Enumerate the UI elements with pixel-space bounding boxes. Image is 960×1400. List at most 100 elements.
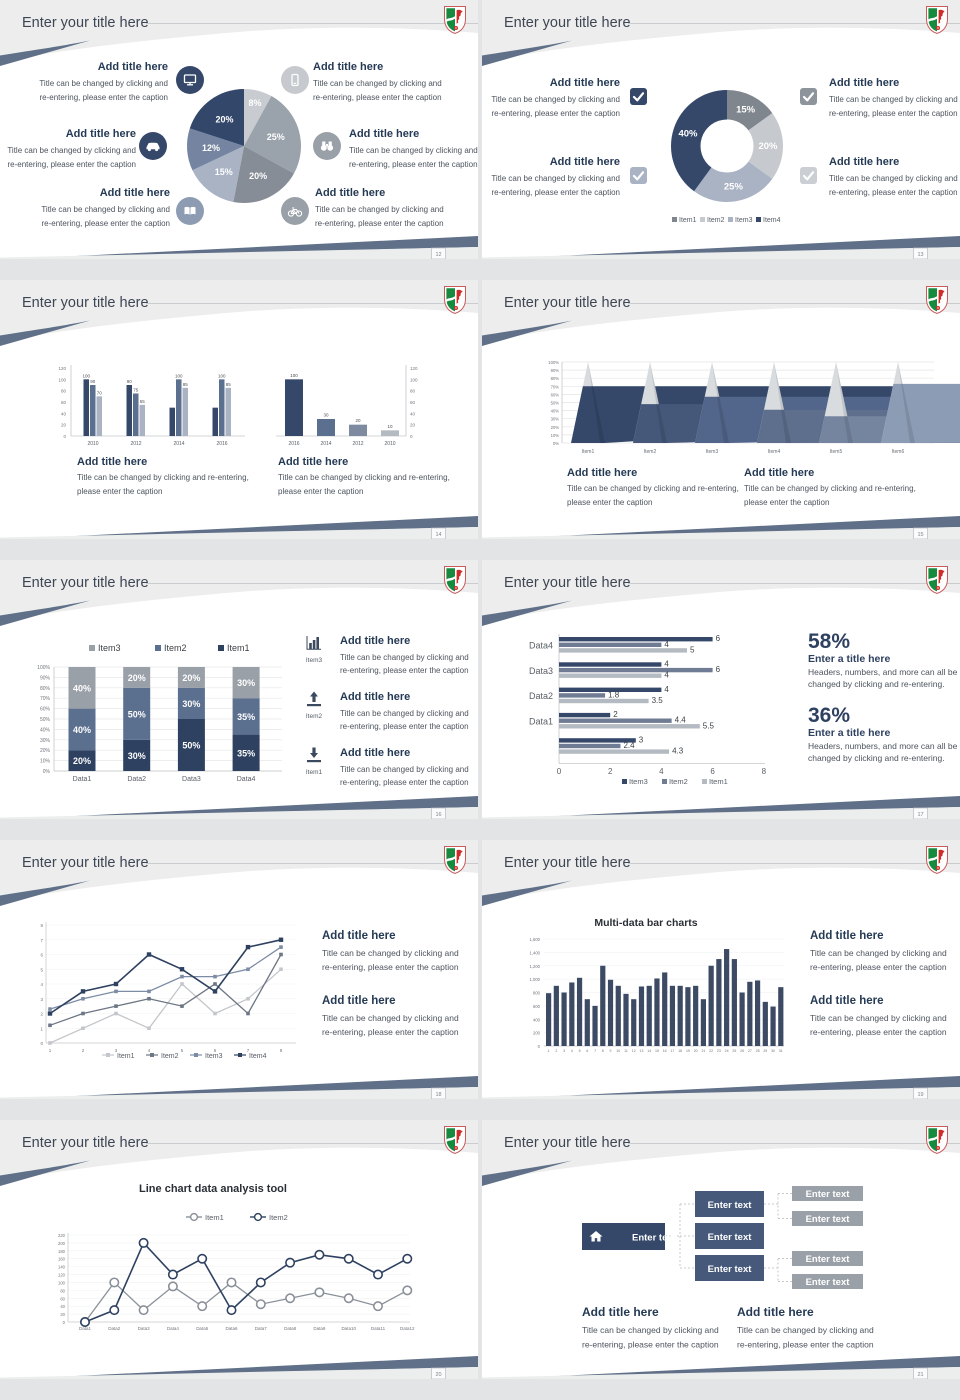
bar-value-label: 4.3 [672,747,684,756]
x-category: Item6 [892,449,905,455]
header-curve [0,560,478,623]
bar [607,979,614,1046]
data-marker [213,982,217,986]
donut-segment-label: 40% [678,128,698,139]
shape [310,691,318,702]
callout-caption-line2: re-entering, please enter the caption [313,93,442,102]
flow-leaf-label: Enter text [806,1254,851,1265]
left-accent-band [482,880,572,906]
bar [219,379,225,436]
data-marker [180,974,184,979]
callout-caption-line2: re-entering, please enter the caption [582,1340,719,1350]
slide-line-chart-2[interactable]: Enter your title here 20 Line chart data a… [0,1120,478,1379]
bar [708,965,714,1046]
donut-segment [727,90,773,131]
slide-line-chart-4[interactable]: Enter your title here 18 0 1 2 3 4 5 6 7 8 1 2 3 4 5 6 7 8… [0,840,478,1099]
line-chart-4-series: 0 1 2 3 4 5 6 7 8 1 2 3 4 5 6 7 8 [40,922,296,1053]
y-tick: 80 [410,389,416,394]
slide-title: Enter your title here [22,15,149,31]
slide-horizontal-bar[interactable]: Enter your title here 17 6 4 5 Data4 4 6 4 Data3 4… [482,560,960,819]
bar [546,993,552,1046]
y-tick: 0% [553,441,559,446]
x-tick: 4 [148,1048,151,1053]
data-marker [114,989,118,994]
data-marker [279,952,283,957]
callout-title: Add title here [100,187,170,199]
legend-swatch [728,217,733,222]
crest-wavy-line [928,1136,937,1142]
legend-label: Item2 [164,643,187,653]
shape [802,171,815,181]
shape [792,1211,863,1226]
shape [316,637,319,649]
bar-value-label: 3.5 [652,696,664,705]
bar [126,385,132,436]
callout-caption-line1: Title can be changed by clicking and [340,653,469,662]
line-series [49,939,282,1015]
legend-marker [189,1212,199,1222]
slide-org-flow[interactable]: Enter your title here 21 Enter text Enter t… [482,1120,960,1379]
y-tick: 40 [410,411,416,416]
y-tick: 0 [538,1044,541,1049]
bottom-gray-sliver [482,247,960,259]
bottom-accent-band [36,236,478,258]
shape [147,148,151,152]
y-tick: 60 [410,400,416,405]
shape [632,171,645,181]
data-marker [114,1004,118,1008]
bar [176,379,182,436]
callout-caption-line2: please enter the caption [744,498,829,507]
shape [630,88,647,105]
stack-segment [177,687,205,719]
x-tick: 24 [725,1049,729,1053]
flow-leaf-box: Enter text [792,1186,863,1201]
bottom-gray-sliver [0,527,478,539]
x-category: 2014 [320,441,331,447]
data-marker [179,967,185,972]
data-marker [246,996,250,1001]
bottom-accent-band [518,516,960,538]
x-tick: 3 [115,1048,118,1053]
bar [139,404,145,436]
shape [312,640,316,649]
crest-horse-figure [938,9,945,24]
bar [569,982,575,1046]
y-tick: 8 [40,923,43,928]
x-tick: 27 [748,1049,752,1053]
y-tick: 40 [61,411,67,416]
legend-swatch [702,779,707,784]
y-category: Data1 [529,716,553,726]
left-accent-band [482,320,572,346]
callout-title: Add title here [66,128,136,140]
shape [695,1223,764,1249]
shape [792,1186,863,1201]
shape [800,88,817,105]
callout-icon-label: Item2 [306,713,323,720]
bar-value-label: 85 [183,382,189,387]
x-category: 2016 [288,441,299,447]
y-tick: 80 [61,389,67,394]
slide-stacked-bar[interactable]: Enter your title here 16 Item3 Item2 Item1 10… [0,560,478,819]
slide-dual-bar-charts[interactable]: Enter your title here 14 120 100 80 60 40 20 0 10… [0,280,478,539]
callout-caption-line1: Title can be changed by clicking and [322,1013,459,1023]
bar-value-label: 6 [716,665,721,674]
bar-value-label: 2.4 [623,741,635,750]
nrw-crest-logo [444,286,466,314]
slide-pie-callouts[interactable]: Enter your title here 12 8% 25% 20% 15% 12% 20%… [0,0,478,259]
slide-multibar[interactable]: Enter your title here 19 Multi-data bar ch… [482,840,960,1099]
bar [349,424,367,436]
slide-pyramid-chart[interactable]: Enter your title here 15 100% 90% 80% 70% 60% 5… [482,280,960,539]
bar-chart-icon [306,636,321,650]
slide-canvas: Enter your title here 20 Line chart data a… [0,1120,478,1379]
h-bar [559,667,713,673]
legend-label: Item2 [161,1053,179,1060]
x-category: 2010 [384,441,395,447]
bar [770,1006,776,1046]
shape [281,66,309,94]
bar-value-label: 5.5 [703,721,715,730]
slide-donut-callouts[interactable]: Enter your title here 13 15% 20% 25% 40% Item1… [482,0,960,259]
pyramid-shade [898,362,915,443]
book-icon [176,197,204,225]
y-tick: 600 [533,1004,541,1009]
checkbox-icon [800,167,817,184]
